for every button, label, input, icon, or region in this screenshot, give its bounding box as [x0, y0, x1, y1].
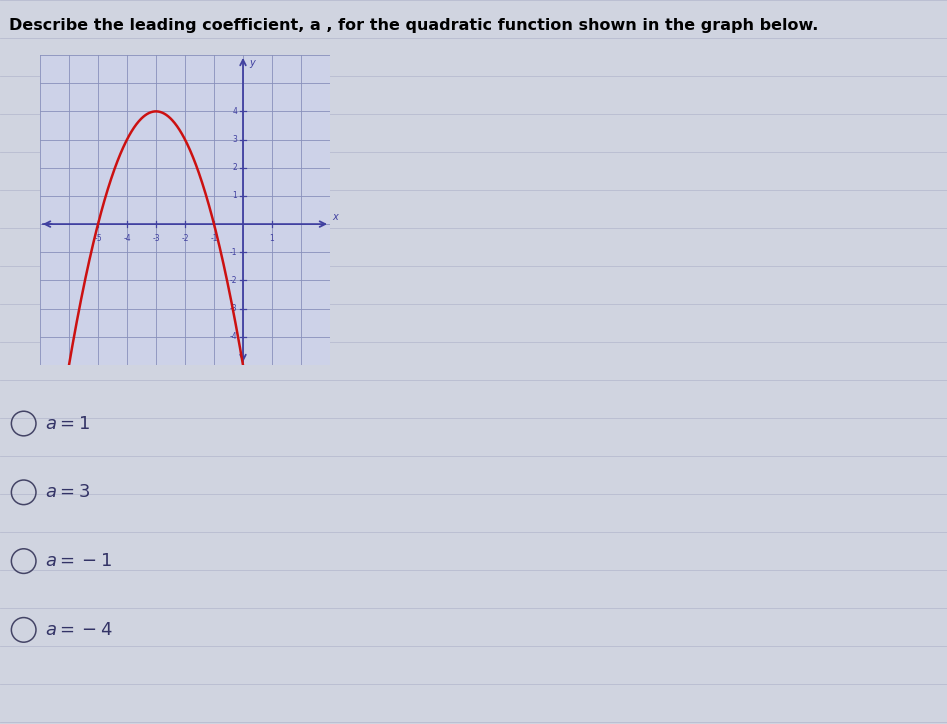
Text: $a=-4$: $a=-4$ — [45, 621, 113, 639]
Text: -4: -4 — [123, 234, 131, 243]
Text: -3: -3 — [152, 234, 160, 243]
Text: -4: -4 — [229, 332, 237, 341]
Text: 4: 4 — [232, 107, 237, 116]
Text: -3: -3 — [229, 304, 237, 313]
Text: $a=-1$: $a=-1$ — [45, 552, 113, 570]
Text: 3: 3 — [232, 135, 237, 144]
Text: x: x — [332, 212, 338, 222]
Text: -1: -1 — [230, 248, 237, 257]
Text: Describe the leading coefficient, a , for the quadratic function shown in the gr: Describe the leading coefficient, a , fo… — [9, 18, 819, 33]
Text: 2: 2 — [232, 163, 237, 172]
Text: -1: -1 — [210, 234, 218, 243]
Text: $a=1$: $a=1$ — [45, 415, 90, 432]
Text: -2: -2 — [181, 234, 188, 243]
Text: -2: -2 — [230, 276, 237, 285]
Text: -5: -5 — [94, 234, 102, 243]
Text: $a=3$: $a=3$ — [45, 484, 91, 501]
Text: y: y — [249, 58, 255, 68]
Text: 1: 1 — [270, 234, 275, 243]
Text: 1: 1 — [232, 191, 237, 201]
